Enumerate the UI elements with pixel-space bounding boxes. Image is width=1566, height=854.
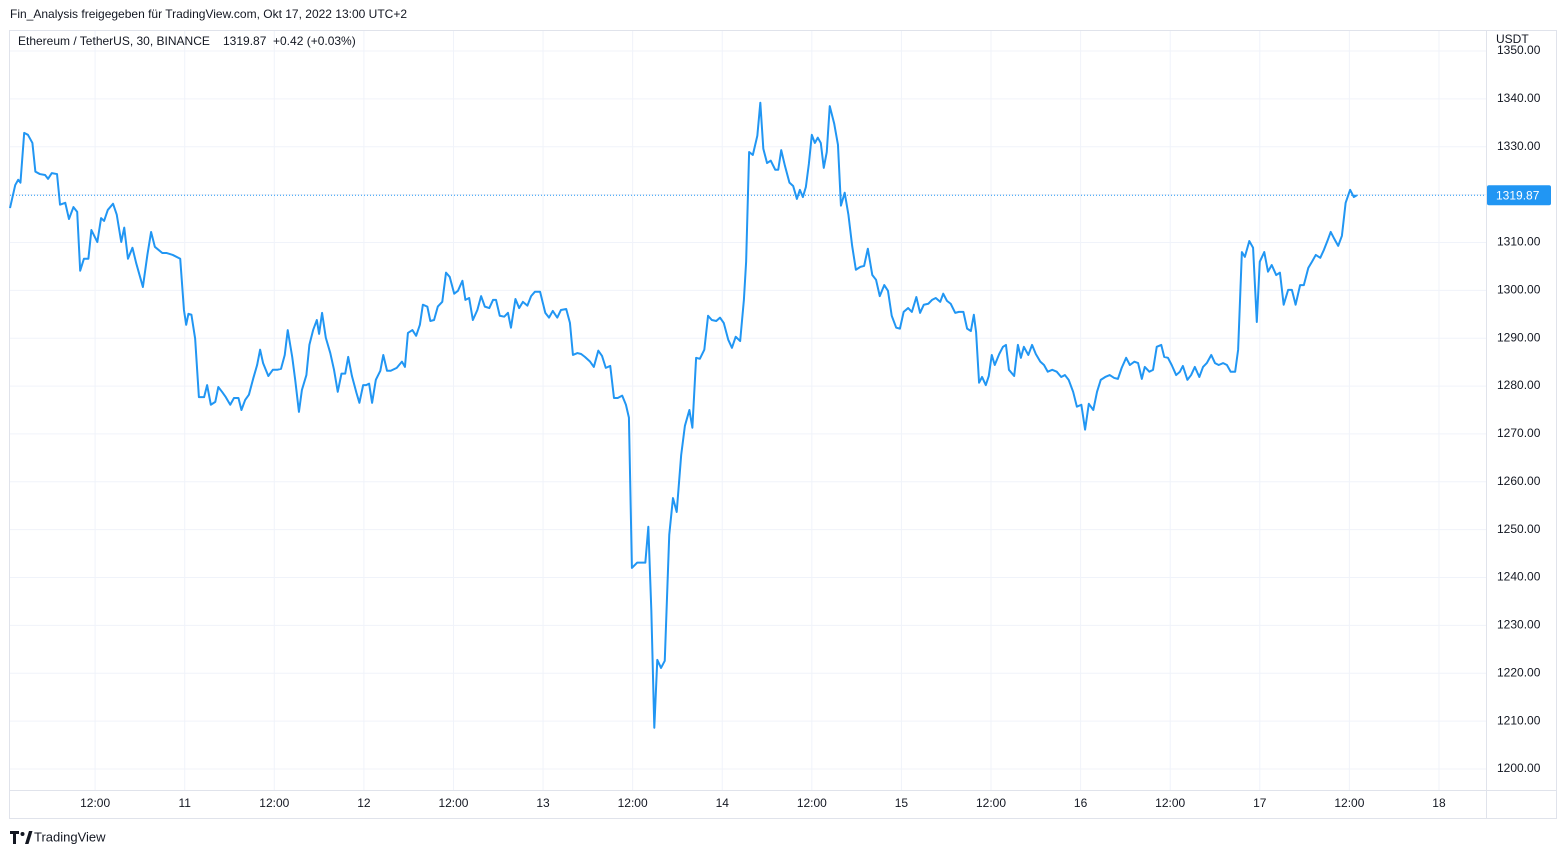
price-change: +0.42 (+0.03%) xyxy=(273,34,356,48)
x-tick-label: 14 xyxy=(716,796,730,810)
x-tick-label: 17 xyxy=(1253,796,1267,810)
brand-logo xyxy=(10,831,33,844)
y-tick-label: 1290.00 xyxy=(1497,330,1541,344)
chart-title: Ethereum / TetherUS, 30, BINANCE xyxy=(18,34,210,48)
chart-frame xyxy=(9,30,1557,819)
y-tick-label: 1200.00 xyxy=(1497,761,1541,775)
x-tick-label: 12:00 xyxy=(259,796,289,810)
last-price: 1319.87 xyxy=(223,34,267,48)
x-tick-label: 16 xyxy=(1074,796,1088,810)
y-tick-label: 1220.00 xyxy=(1497,665,1541,679)
x-tick-label: 12:00 xyxy=(797,796,827,810)
y-unit: USDT xyxy=(1496,32,1529,46)
y-tick-label: 1300.00 xyxy=(1497,283,1541,297)
x-tick-label: 12:00 xyxy=(1155,796,1185,810)
y-tick-label: 1330.00 xyxy=(1497,139,1541,153)
last-price-box xyxy=(1487,185,1551,206)
x-tick-label: 12:00 xyxy=(80,796,110,810)
price-line xyxy=(9,101,1358,729)
x-tick-label: 18 xyxy=(1432,796,1446,810)
y-tick-label: 1350.00 xyxy=(1497,43,1541,57)
y-tick-label: 1260.00 xyxy=(1497,474,1541,488)
share-note: Fin_Analysis freigegeben für TradingView… xyxy=(10,7,407,21)
x-tick-label: 12:00 xyxy=(976,796,1006,810)
x-tick-label: 12 xyxy=(357,796,371,810)
x-tick-label: 12:00 xyxy=(438,796,468,810)
y-tick-label: 1280.00 xyxy=(1497,378,1541,392)
y-tick-label: 1230.00 xyxy=(1497,618,1541,632)
y-tick-label: 1250.00 xyxy=(1497,522,1541,536)
x-tick-label: 11 xyxy=(178,796,191,810)
brand-name: TradingView xyxy=(34,829,106,844)
y-tick-label: 1340.00 xyxy=(1497,91,1541,105)
y-tick-label: 1310.00 xyxy=(1497,235,1541,249)
x-tick-label: 12:00 xyxy=(618,796,648,810)
x-tick-label: 15 xyxy=(895,796,909,810)
y-tick-label: 1240.00 xyxy=(1497,570,1541,584)
grid-layer xyxy=(10,30,1486,790)
x-tick-label: 13 xyxy=(536,796,550,810)
y-tick-label: 1210.00 xyxy=(1497,713,1541,727)
x-tick-label: 12:00 xyxy=(1334,796,1364,810)
last-price-label: 1319.87 xyxy=(1496,188,1540,202)
y-tick-label: 1270.00 xyxy=(1497,426,1541,440)
